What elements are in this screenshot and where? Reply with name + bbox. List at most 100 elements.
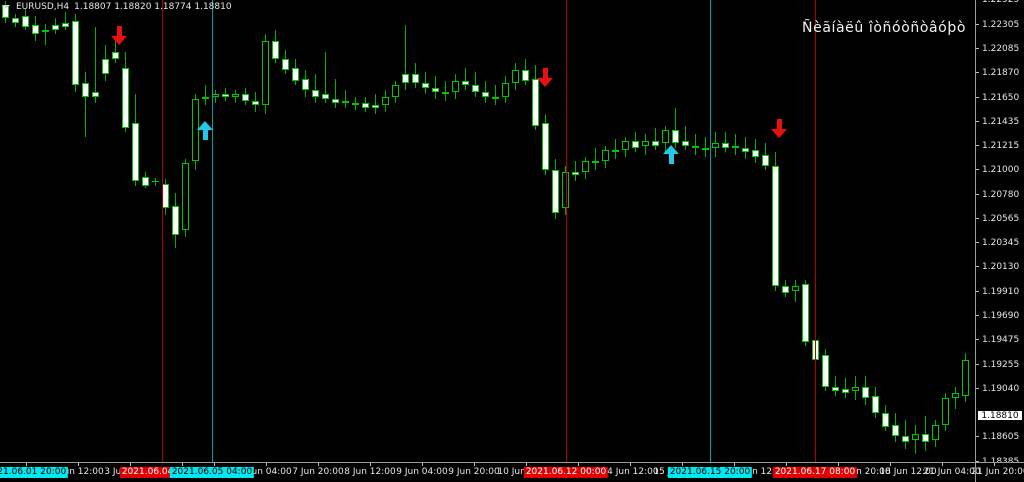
time-tick-mark [318,463,319,466]
candle-body [92,92,99,97]
price-axis[interactable]: 1.22525 1.22305 1.22085 1.21870 1.21650 1.214… [975,0,1024,467]
candle-body [652,141,659,146]
time-tick-mark [214,463,215,466]
candlestick [472,0,479,462]
candlestick [522,0,529,462]
time-axis-label: 2021.06.04 00:00 [119,467,205,478]
time-tick-mark [682,463,683,466]
sell-line-3[interactable] [815,0,816,462]
chart-plot-area[interactable] [0,0,975,462]
candlestick [72,0,79,462]
candlestick [392,0,399,462]
candle-body [872,395,879,414]
candlestick [962,0,969,462]
candlestick [892,0,899,462]
candle-wick [705,136,706,157]
candle-body [32,25,39,35]
candle-body [582,161,589,173]
candlestick [182,0,189,462]
candlestick [882,0,889,462]
candle-wick [235,89,236,104]
caret-down-icon[interactable] [2,5,10,9]
sell-line-2[interactable] [566,0,567,462]
price-tick: 1.20780 [976,190,1024,200]
time-tick-mark [578,463,579,466]
candle-body [472,85,479,93]
candle-wick [225,87,226,101]
candle-body [642,141,649,146]
candle-body [952,393,959,398]
time-axis-label: 14 Jun 12:00 [601,467,659,477]
candle-wick [695,134,696,155]
candle-wick [315,74,316,104]
price-tick-mark [976,242,979,244]
candle-wick [835,375,836,396]
time-axis[interactable]: 2021.06.01 20:002 Jun 12:003 Jun 04:0020… [0,462,1024,482]
price-tick-label: 1.19040 [982,383,1020,394]
candlestick [682,0,689,462]
candlestick [702,0,709,462]
arrow-head [771,129,787,138]
candle-body [602,150,609,162]
candle-body [522,69,529,81]
candlestick [152,0,159,462]
candlestick [332,0,339,462]
candlestick [802,0,809,462]
candle-wick [445,80,446,101]
candle-body [512,69,519,84]
candlestick [242,0,249,462]
sell-line-1[interactable] [162,0,163,462]
candle-body [622,141,629,151]
arrow-head [111,36,127,45]
candle-wick [685,125,686,151]
price-tick: 1.20345 [976,238,1024,248]
candle-wick [405,25,406,90]
time-axis-label: 9 Jun 04:00 [396,467,448,477]
time-axis-label: 2 Jun 12:00 [52,467,104,477]
candlestick [382,0,389,462]
candlestick [52,0,59,462]
price-tick: 1.21650 [976,93,1024,103]
sell-arrow-2 [537,68,553,87]
candlestick [212,0,219,462]
candle-body [572,172,579,175]
candlestick [342,0,349,462]
price-tick: 1.22085 [976,44,1024,54]
candlestick [502,0,509,462]
time-axis-label: 7 Jun 20:00 [292,467,344,477]
buy-line-2[interactable] [710,0,711,462]
candle-wick [905,420,906,450]
time-tick-mark [942,463,943,466]
candlestick [742,0,749,462]
candlestick [412,0,419,462]
price-tick-label: 1.21650 [982,92,1020,103]
time-axis-label: 16 Jun 12:00 [729,467,787,477]
status-watermark: Ñèãíàëû îòñóòñòâóþò [802,20,966,36]
price-tick-mark [976,461,979,462]
candlestick [362,0,369,462]
buy-line-1[interactable] [212,0,213,462]
candle-body [422,83,429,88]
candle-body [792,286,799,291]
candle-body [482,92,489,97]
candle-wick [465,67,466,90]
candle-body [332,98,339,104]
candle-body [302,78,309,90]
price-tick-label: 1.21435 [982,116,1020,127]
candle-wick [595,147,596,171]
candle-body [362,103,369,108]
candlestick [592,0,599,462]
candlestick [942,0,949,462]
candle-wick [495,85,496,106]
candlestick [32,0,39,462]
candle-body [52,25,59,30]
time-tick-mark [370,463,371,466]
time-tick-mark [734,463,735,466]
candle-wick [615,138,616,159]
candle-body [242,94,249,101]
price-tick-label: 1.20345 [982,238,1020,249]
time-axis-label: 2021.06.12 00:00 [523,467,609,478]
candle-body [862,386,869,398]
candle-body [282,58,289,70]
candlestick [912,0,919,462]
